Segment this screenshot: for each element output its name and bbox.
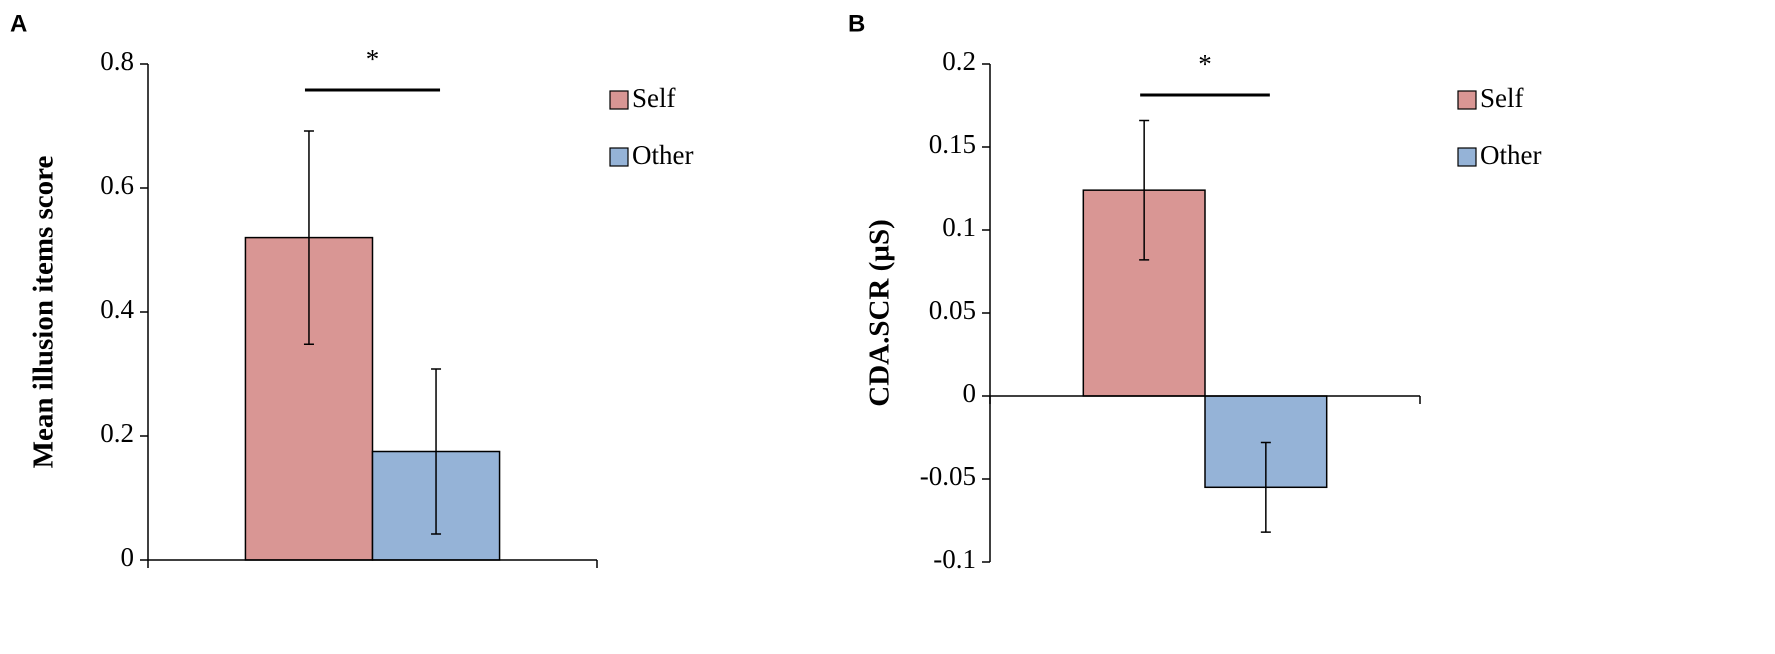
annotation: * xyxy=(1198,49,1212,79)
y-axis-label: Mean illusion items score xyxy=(28,155,60,468)
y-tick-label: -0.1 xyxy=(933,544,976,574)
legend-swatch xyxy=(609,90,629,110)
y-tick-label: 0.1 xyxy=(942,212,976,242)
y-axis-label: CDA.SCR (µS) xyxy=(864,219,896,407)
error-bar xyxy=(303,130,314,345)
y-tick-label: 0.2 xyxy=(942,46,976,76)
y-tick-label: 0 xyxy=(963,378,977,408)
legend-swatch xyxy=(1457,147,1477,167)
legend-swatch xyxy=(609,147,629,167)
y-tick-label: 0.15 xyxy=(929,129,976,159)
error-bar xyxy=(431,368,442,535)
legend-label: Self xyxy=(632,83,676,113)
y-tick-label: 0 xyxy=(121,542,135,572)
panel-label: B xyxy=(848,10,865,37)
legend-swatch xyxy=(1457,90,1477,110)
legend-label: Other xyxy=(632,140,693,170)
y-tick-label: 0.4 xyxy=(100,294,134,324)
y-tick-label: -0.05 xyxy=(920,461,976,491)
error-bar xyxy=(1139,119,1150,261)
y-tick-label: 0.2 xyxy=(100,418,134,448)
legend-label: Other xyxy=(1480,140,1541,170)
y-tick-label: 0.6 xyxy=(100,170,134,200)
annotation: * xyxy=(366,44,380,74)
error-bar xyxy=(1260,441,1271,533)
y-tick-label: 0.05 xyxy=(929,295,976,325)
panel-label: A xyxy=(10,10,27,37)
legend-label: Self xyxy=(1480,83,1524,113)
y-tick-label: 0.8 xyxy=(100,46,134,76)
